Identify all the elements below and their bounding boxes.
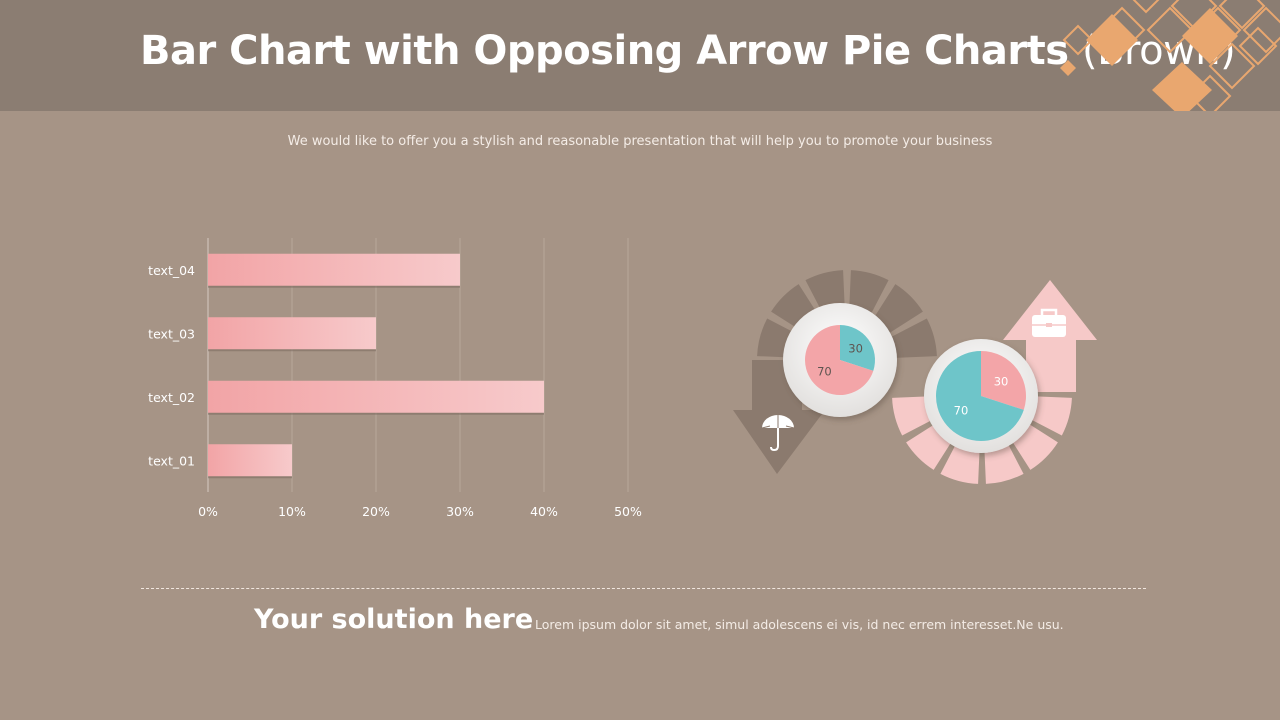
pie-slice <box>805 325 874 395</box>
pie-slice-label: 70 <box>817 364 832 378</box>
title-main: Bar Chart with Opposing Arrow Pie Charts <box>140 28 1069 74</box>
pie-slice <box>981 351 1026 410</box>
bar-text_04 <box>208 253 460 286</box>
pie-slice <box>936 351 1024 441</box>
x-tick-label: 30% <box>446 504 474 519</box>
category-label: text_02 <box>148 390 195 405</box>
x-tick-label: 10% <box>278 504 306 519</box>
category-label: text_01 <box>148 453 195 468</box>
category-label: text_03 <box>148 326 195 341</box>
solution-heading: Your solution here <box>254 604 534 635</box>
x-tick-label: 20% <box>362 504 390 519</box>
footer-divider <box>141 588 1146 589</box>
right-pie-chart: 30 70 <box>924 339 1038 453</box>
pie-slice <box>840 325 875 371</box>
bar-text_03 <box>208 317 376 350</box>
x-tick-label: 50% <box>614 504 642 519</box>
header-band: Bar Chart with Opposing Arrow Pie Charts… <box>0 0 1280 111</box>
arrow-pie-infographic: 30 70 30 70 <box>733 270 1097 484</box>
pie-slice-label: 30 <box>994 374 1009 388</box>
category-label: text_04 <box>148 263 195 278</box>
briefcase-icon <box>1032 308 1066 337</box>
pie-slice-label: 30 <box>848 342 863 356</box>
x-tick-label: 0% <box>198 504 218 519</box>
left-pie-chart: 30 70 <box>783 303 897 417</box>
bar-text_02 <box>208 380 544 413</box>
pie-slice-label: 70 <box>954 404 969 418</box>
subtitle: We would like to offer you a stylish and… <box>287 134 993 149</box>
solution-description: Lorem ipsum dolor sit amet, simul adoles… <box>535 617 1064 632</box>
x-tick-label: 40% <box>530 504 558 519</box>
arc-segment <box>884 318 937 359</box>
diamond-decoration <box>1060 0 1280 111</box>
bar-text_01 <box>208 444 292 477</box>
bar-chart: text_01 text_02 text_03 text_04 0% 10% 20% 30%… <box>148 238 642 519</box>
umbrella-icon <box>761 415 795 452</box>
